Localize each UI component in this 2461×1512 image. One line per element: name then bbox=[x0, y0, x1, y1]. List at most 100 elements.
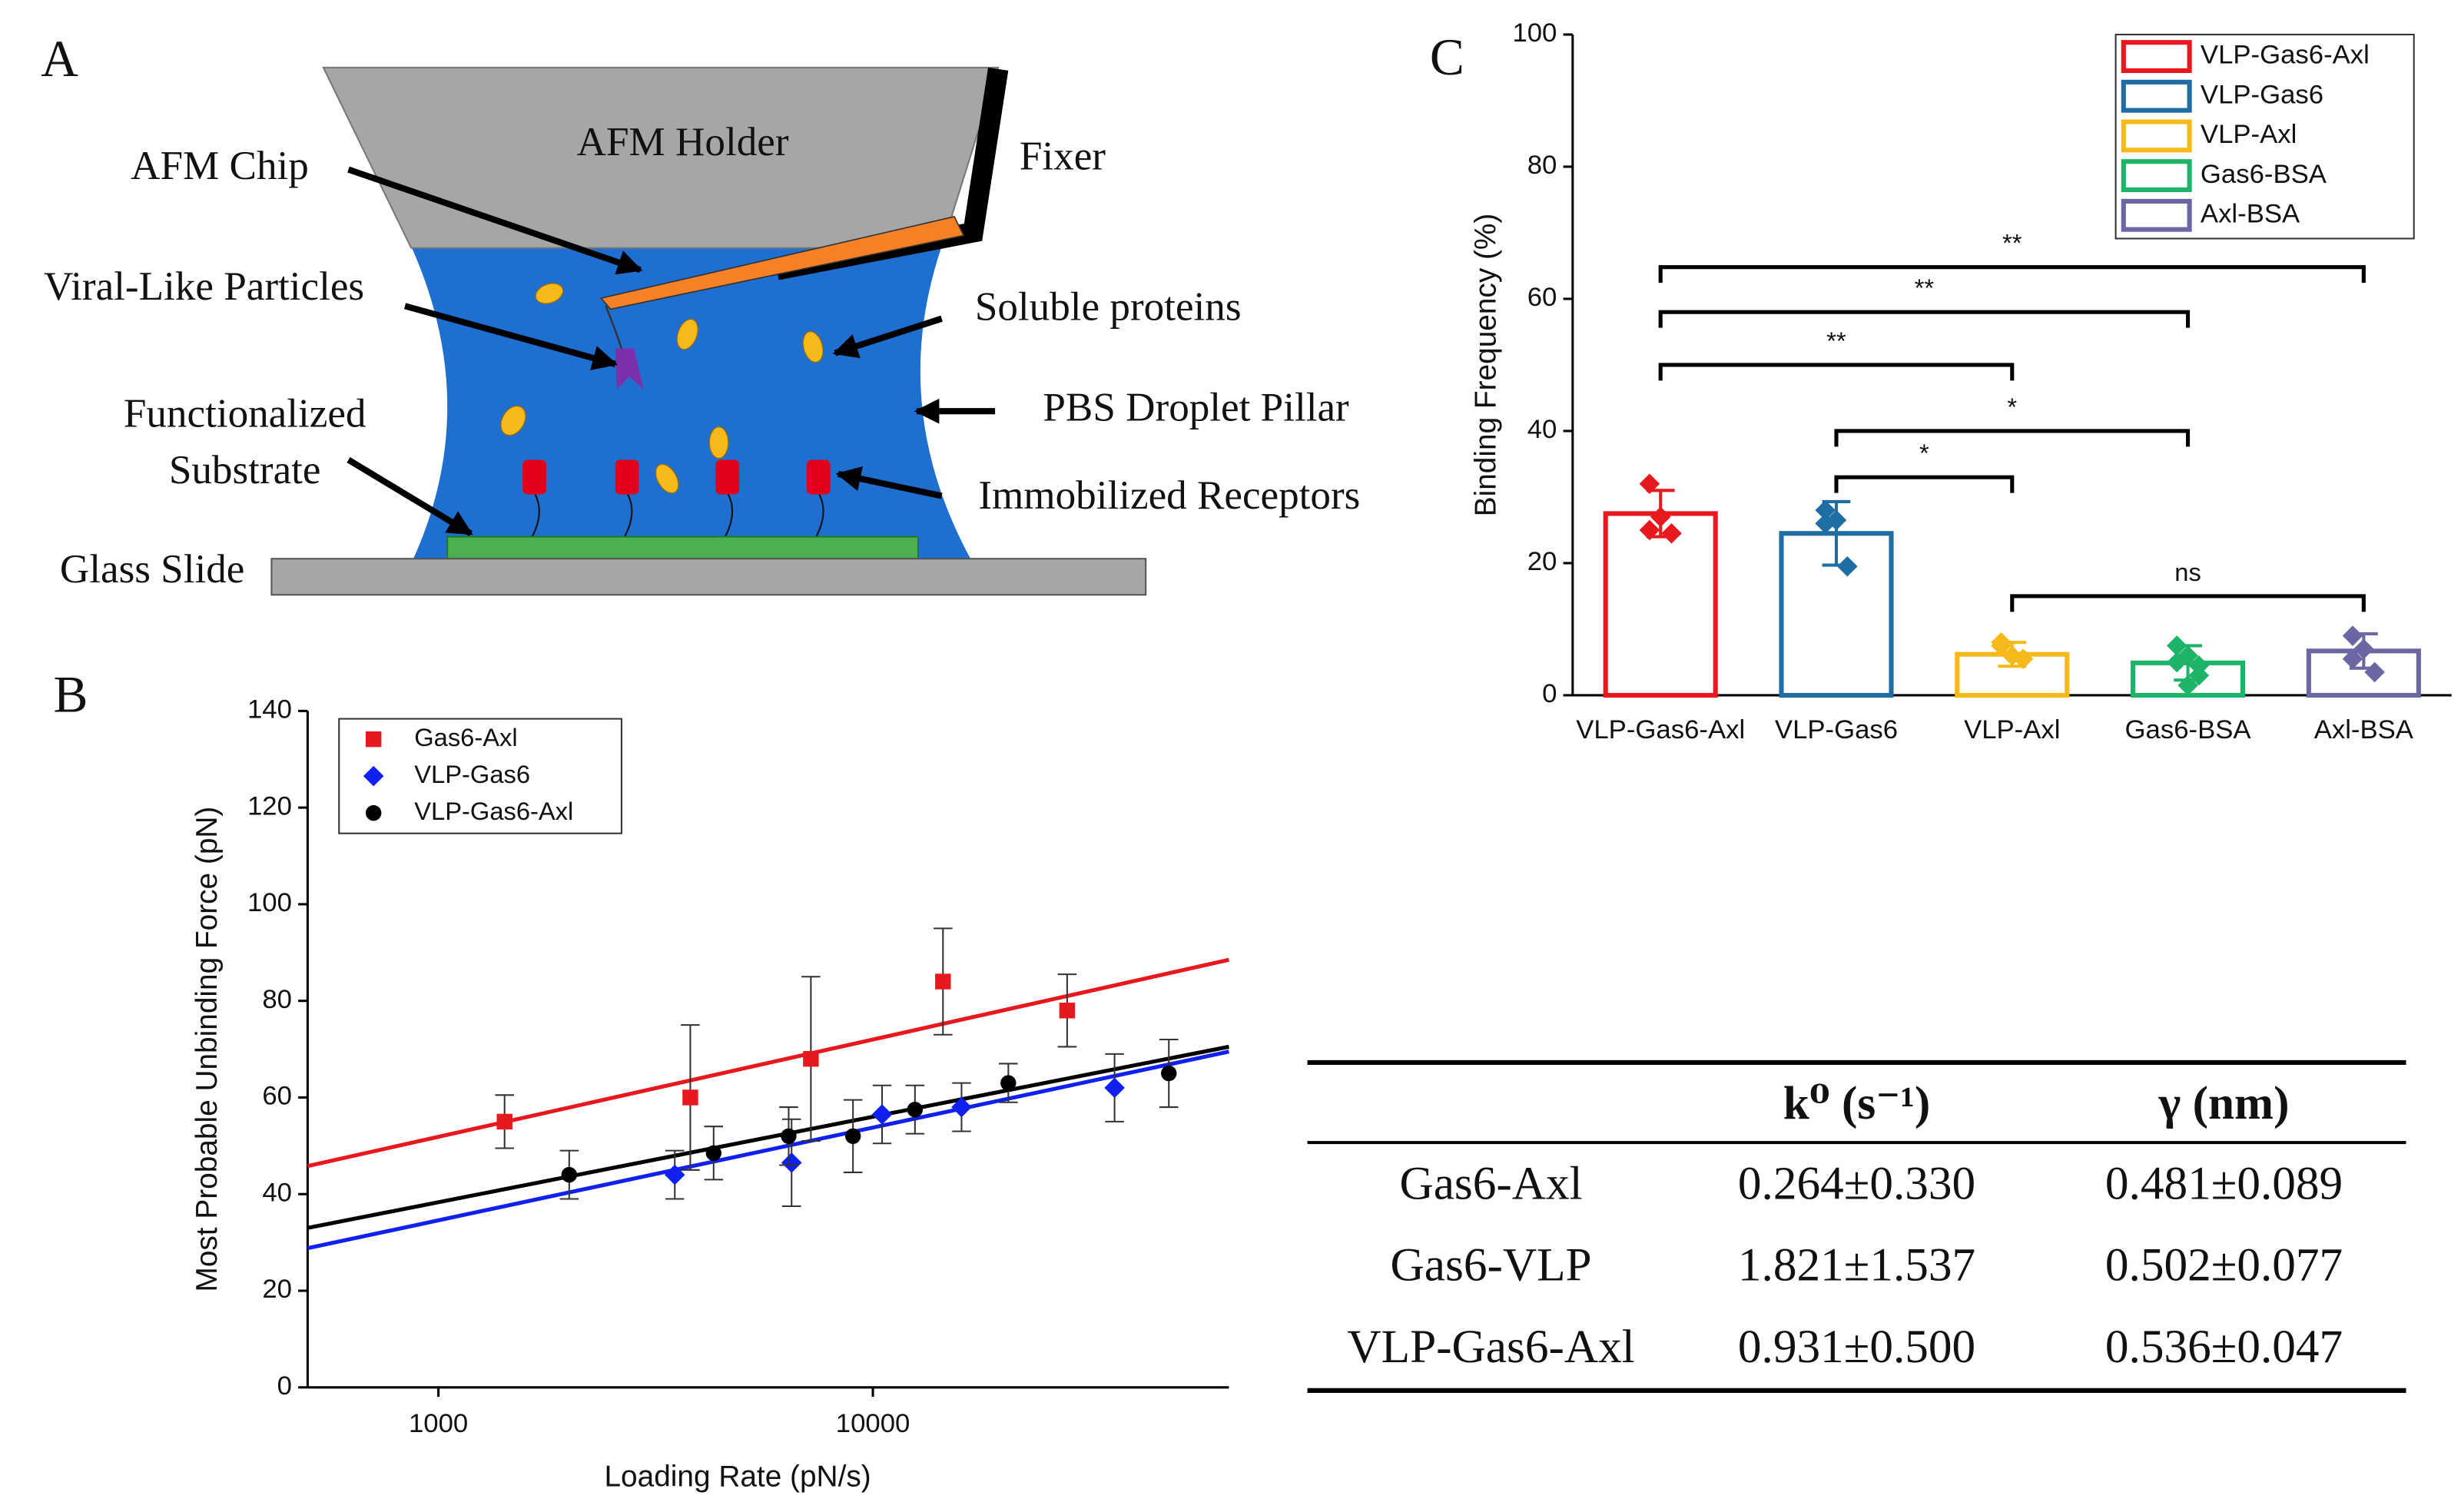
label: Immobilized Receptors bbox=[978, 473, 1360, 518]
receptor bbox=[806, 459, 831, 495]
legend-swatch bbox=[2121, 119, 2192, 153]
y-tick-label: 100 bbox=[247, 888, 292, 917]
legend-box bbox=[338, 718, 622, 834]
marker bbox=[496, 1113, 512, 1130]
y-tick-label: 60 bbox=[262, 1082, 292, 1111]
marker bbox=[803, 1050, 819, 1067]
marker bbox=[2342, 648, 2363, 669]
y-tick-label: 80 bbox=[1527, 151, 1557, 180]
marker bbox=[1661, 522, 1682, 544]
marker bbox=[844, 1128, 861, 1144]
legend-label: VLP-Axl bbox=[2201, 120, 2297, 149]
soluble-proteins bbox=[500, 283, 824, 494]
significance-label: * bbox=[2007, 393, 2017, 421]
significance-label: ** bbox=[2002, 229, 2022, 257]
receptor bbox=[615, 459, 639, 495]
marker bbox=[2342, 625, 2363, 646]
marker bbox=[561, 1166, 578, 1183]
y-tick-label: 140 bbox=[247, 695, 292, 724]
table-cell: VLP-Gas6-Axl bbox=[1347, 1321, 1634, 1373]
vlp bbox=[615, 348, 644, 390]
cantilever bbox=[599, 215, 965, 310]
marker bbox=[705, 1145, 722, 1162]
y-tick-label: 40 bbox=[262, 1178, 292, 1207]
panel-label: C bbox=[1430, 28, 1464, 86]
significance-label: * bbox=[1919, 439, 1929, 467]
x-tick-label: VLP-Axl bbox=[1964, 715, 2060, 744]
legend-label: VLP-Gas6 bbox=[2201, 80, 2323, 109]
legend-label: Gas6-BSA bbox=[2201, 160, 2327, 189]
marker bbox=[935, 973, 951, 990]
panel-label: A bbox=[41, 30, 78, 88]
arrow bbox=[403, 303, 618, 370]
x-tick-label: Axl-BSA bbox=[2314, 715, 2414, 744]
marker bbox=[871, 1104, 893, 1125]
label: Viral-Like Particles bbox=[44, 264, 364, 309]
table-header: k⁰ (s⁻¹) bbox=[1783, 1077, 1931, 1129]
arrow bbox=[347, 457, 473, 537]
arrow bbox=[835, 466, 943, 499]
marker bbox=[2166, 635, 2187, 656]
significance-bracket bbox=[1834, 475, 2015, 493]
protein bbox=[676, 318, 698, 350]
label: Functionalized bbox=[124, 392, 366, 436]
arrows bbox=[347, 166, 996, 537]
protein bbox=[655, 463, 679, 494]
legend-label: VLP-Gas6-Axl bbox=[414, 797, 573, 825]
x-tick-label: 10000 bbox=[836, 1409, 910, 1438]
bar bbox=[1603, 511, 1718, 698]
legend-swatch bbox=[2121, 159, 2192, 193]
legend-label: Gas6-Axl bbox=[414, 723, 517, 751]
protein bbox=[535, 283, 564, 304]
table: k⁰ (s⁻¹) γ (nm) Gas6-Axl 0.264±0.330 0.481±0… bbox=[1307, 1059, 2406, 1393]
significance-label: ** bbox=[1915, 274, 1935, 302]
label: Soluble proteins bbox=[975, 285, 1242, 330]
marker bbox=[365, 804, 382, 821]
table-header: γ (nm) bbox=[2158, 1077, 2290, 1129]
y-tick-label: 60 bbox=[1527, 283, 1557, 312]
y-tick-label: 0 bbox=[1542, 679, 1557, 708]
arrow bbox=[347, 166, 643, 275]
x-tick-label: VLP-Gas6-Axl bbox=[1576, 715, 1745, 744]
tip bbox=[605, 305, 623, 349]
table-cell: Gas6-Axl bbox=[1399, 1157, 1582, 1209]
marker bbox=[682, 1089, 698, 1106]
table-cell: 0.502±0.077 bbox=[2105, 1239, 2343, 1292]
marker bbox=[2364, 662, 2385, 683]
marker bbox=[907, 1101, 924, 1118]
substrate bbox=[446, 536, 920, 560]
y-tick-label: 0 bbox=[277, 1371, 292, 1401]
legend-swatch bbox=[2121, 40, 2192, 74]
legend-label: VLP-Gas6-Axl bbox=[2201, 41, 2370, 70]
legend-swatch bbox=[2121, 79, 2192, 113]
significance-label: ** bbox=[1826, 327, 1846, 355]
x-tick-label: VLP-Gas6 bbox=[1775, 715, 1898, 744]
marker bbox=[365, 731, 382, 748]
legend-label: Axl-BSA bbox=[2201, 199, 2300, 228]
significance-bracket bbox=[2010, 594, 2366, 612]
glass-slide bbox=[270, 558, 1147, 596]
droplet bbox=[411, 246, 973, 564]
label: AFM Chip bbox=[131, 144, 309, 188]
marker bbox=[1104, 1077, 1125, 1099]
y-tick-label: 40 bbox=[1527, 415, 1557, 444]
y-tick-label: 20 bbox=[262, 1275, 292, 1304]
significance-bracket bbox=[1658, 310, 2191, 328]
receptors bbox=[522, 459, 831, 538]
panel-label: B bbox=[53, 666, 88, 724]
label: Substrate bbox=[169, 448, 321, 492]
marker bbox=[1161, 1065, 1177, 1082]
label: Fixer bbox=[1020, 134, 1106, 179]
marker bbox=[1059, 1003, 1076, 1019]
significance-bracket bbox=[1834, 429, 2191, 447]
significance-label: ns bbox=[2174, 558, 2201, 586]
legend-swatch bbox=[2121, 198, 2192, 232]
marker bbox=[1650, 506, 1671, 528]
marker bbox=[2353, 638, 2374, 660]
table-cell: 0.536±0.047 bbox=[2105, 1321, 2343, 1373]
protein bbox=[500, 405, 526, 436]
table-cell: 0.481±0.089 bbox=[2105, 1157, 2343, 1209]
fit-line bbox=[307, 1049, 1229, 1251]
y-axis-label: Binding Frequency (%) bbox=[1470, 214, 1503, 517]
